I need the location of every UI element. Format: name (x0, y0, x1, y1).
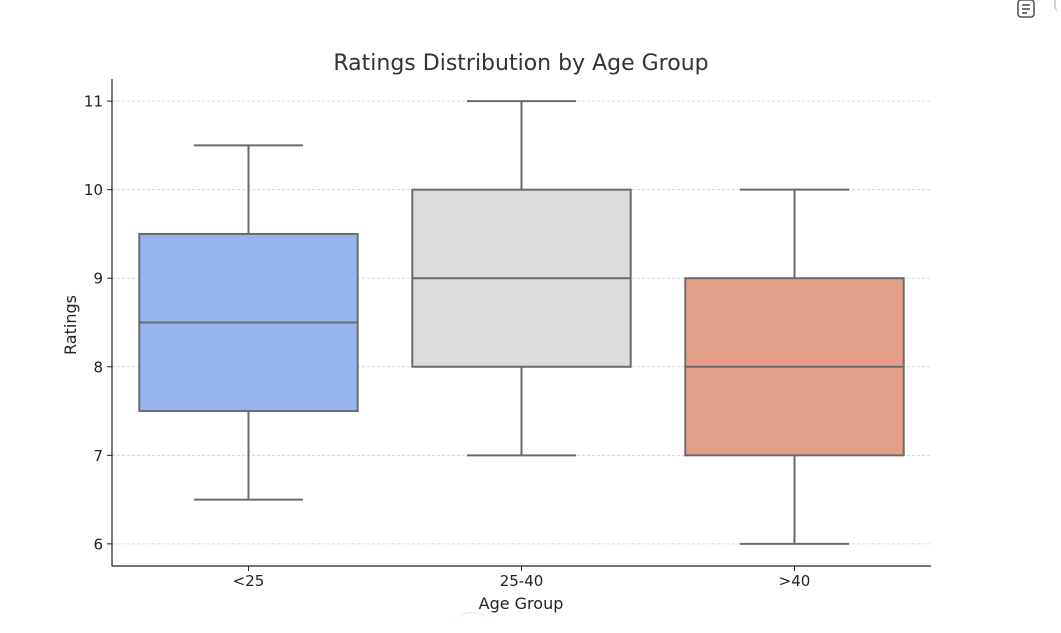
x-tick-label: >40 (779, 572, 811, 590)
x-axis-label: Age Group (479, 594, 564, 613)
y-tick-label: 11 (84, 93, 103, 111)
chart-title: Ratings Distribution by Age Group (333, 51, 708, 76)
panel-edge (1054, 0, 1061, 12)
box-group (685, 190, 903, 544)
y-tick-label: 6 (93, 535, 103, 553)
box-layer (139, 101, 903, 544)
y-tick-label: 10 (84, 181, 103, 199)
y-tick-label: 7 (93, 447, 103, 465)
box-group (412, 101, 630, 455)
scroll-indicator (455, 612, 489, 633)
y-axis-label: Ratings (61, 295, 80, 355)
document-icon[interactable] (1017, 0, 1035, 18)
y-tick-label: 8 (93, 358, 103, 376)
x-tick-label: 25-40 (500, 572, 544, 590)
x-tick-label: <25 (233, 572, 265, 590)
y-tick-label: 9 (93, 270, 103, 288)
box-group (139, 145, 357, 499)
